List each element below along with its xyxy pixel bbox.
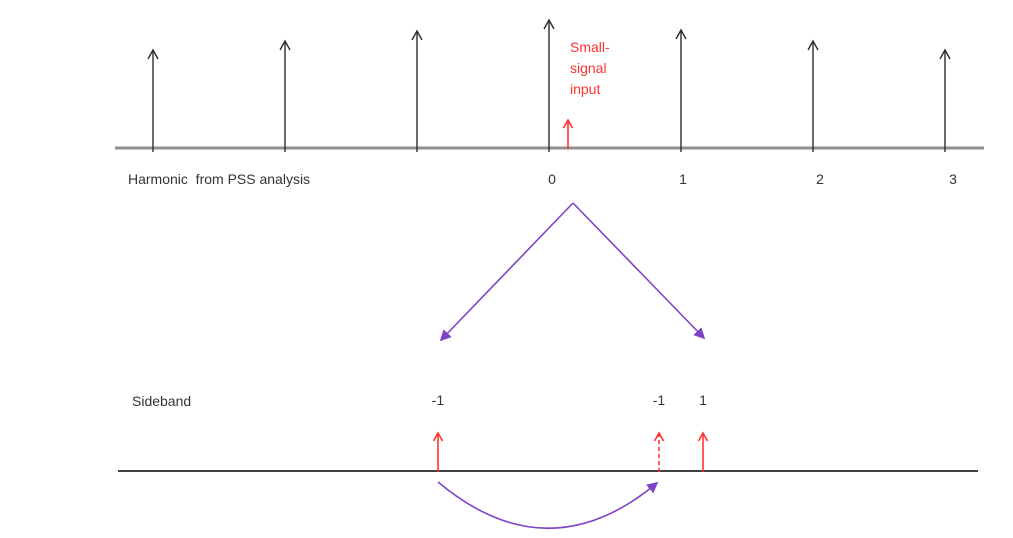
arrow-head — [697, 431, 709, 442]
arrow-head — [807, 39, 819, 51]
harmonic-arrow — [279, 39, 291, 152]
sideband-arrow-dashed — [653, 431, 665, 472]
mapping-arrow-left — [439, 202, 574, 342]
arrow-head — [411, 29, 423, 41]
sideband-arrow-solid — [697, 431, 709, 472]
harmonic-arrow — [147, 48, 159, 152]
arrow-head — [653, 431, 665, 442]
harmonic-arrow — [675, 28, 687, 152]
conversion-curve-arrow — [437, 481, 659, 529]
arrow-head — [147, 48, 159, 60]
arrow-head — [562, 118, 574, 129]
harmonic-arrow — [939, 48, 951, 152]
arrow-head — [279, 39, 291, 51]
mapping-arrow-right — [572, 202, 706, 340]
arrow-head — [432, 431, 444, 442]
small-signal-arrow — [562, 118, 574, 149]
arrow-head — [675, 28, 687, 40]
sideband-arrow-solid — [432, 431, 444, 472]
harmonic-arrow — [543, 18, 555, 152]
harmonic-arrow — [411, 29, 423, 152]
arrow-head — [939, 48, 951, 60]
arrow-head — [543, 18, 555, 30]
harmonic-arrow — [807, 39, 819, 152]
